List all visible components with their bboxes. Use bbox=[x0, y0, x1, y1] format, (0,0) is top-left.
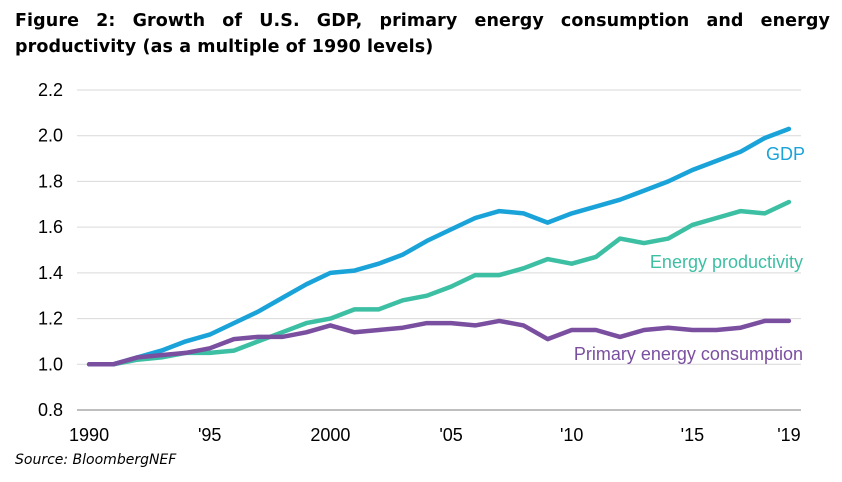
y-tick-label: 1.0 bbox=[38, 354, 63, 374]
x-tick-label: 1990 bbox=[69, 425, 109, 445]
series-lines bbox=[86, 126, 792, 367]
series-labels: GDP Energy productivity Primary energy con… bbox=[574, 144, 805, 364]
series-line-primary-energy-consumption bbox=[86, 318, 792, 367]
series-label-energy-productivity: Energy productivity bbox=[650, 252, 803, 272]
x-tick-labels: 1990 '95 2000 '05 '10 '15 '19 bbox=[69, 425, 801, 445]
y-tick-labels: 0.8 1.0 1.2 1.4 1.6 1.8 2.0 2.2 bbox=[38, 80, 63, 420]
x-tick-label: '05 bbox=[439, 425, 462, 445]
y-tick-label: 1.2 bbox=[38, 309, 63, 329]
x-tick-label: '15 bbox=[681, 425, 704, 445]
series-label-primary-energy-consumption: Primary energy consumption bbox=[574, 344, 803, 364]
y-tick-label: 1.8 bbox=[38, 171, 63, 191]
x-tick-label: '19 bbox=[777, 425, 800, 445]
series-line-energy-productivity bbox=[86, 199, 792, 367]
x-tick-label: '95 bbox=[198, 425, 221, 445]
x-tick-label: '10 bbox=[560, 425, 583, 445]
figure-title: Figure 2: Growth of U.S. GDP, primary en… bbox=[15, 11, 830, 57]
y-tick-label: 1.4 bbox=[38, 263, 63, 283]
y-tick-label: 2.0 bbox=[38, 126, 63, 146]
grid-lines bbox=[77, 89, 801, 365]
series-line-gdp bbox=[86, 126, 792, 367]
y-tick-label: 2.2 bbox=[38, 80, 63, 100]
y-tick-label: 0.8 bbox=[38, 400, 63, 420]
y-tick-label: 1.6 bbox=[38, 217, 63, 237]
series-label-gdp: GDP bbox=[766, 144, 805, 164]
source-note: Source: BloombergNEF bbox=[15, 452, 177, 468]
x-tick-label: 2000 bbox=[310, 425, 350, 445]
